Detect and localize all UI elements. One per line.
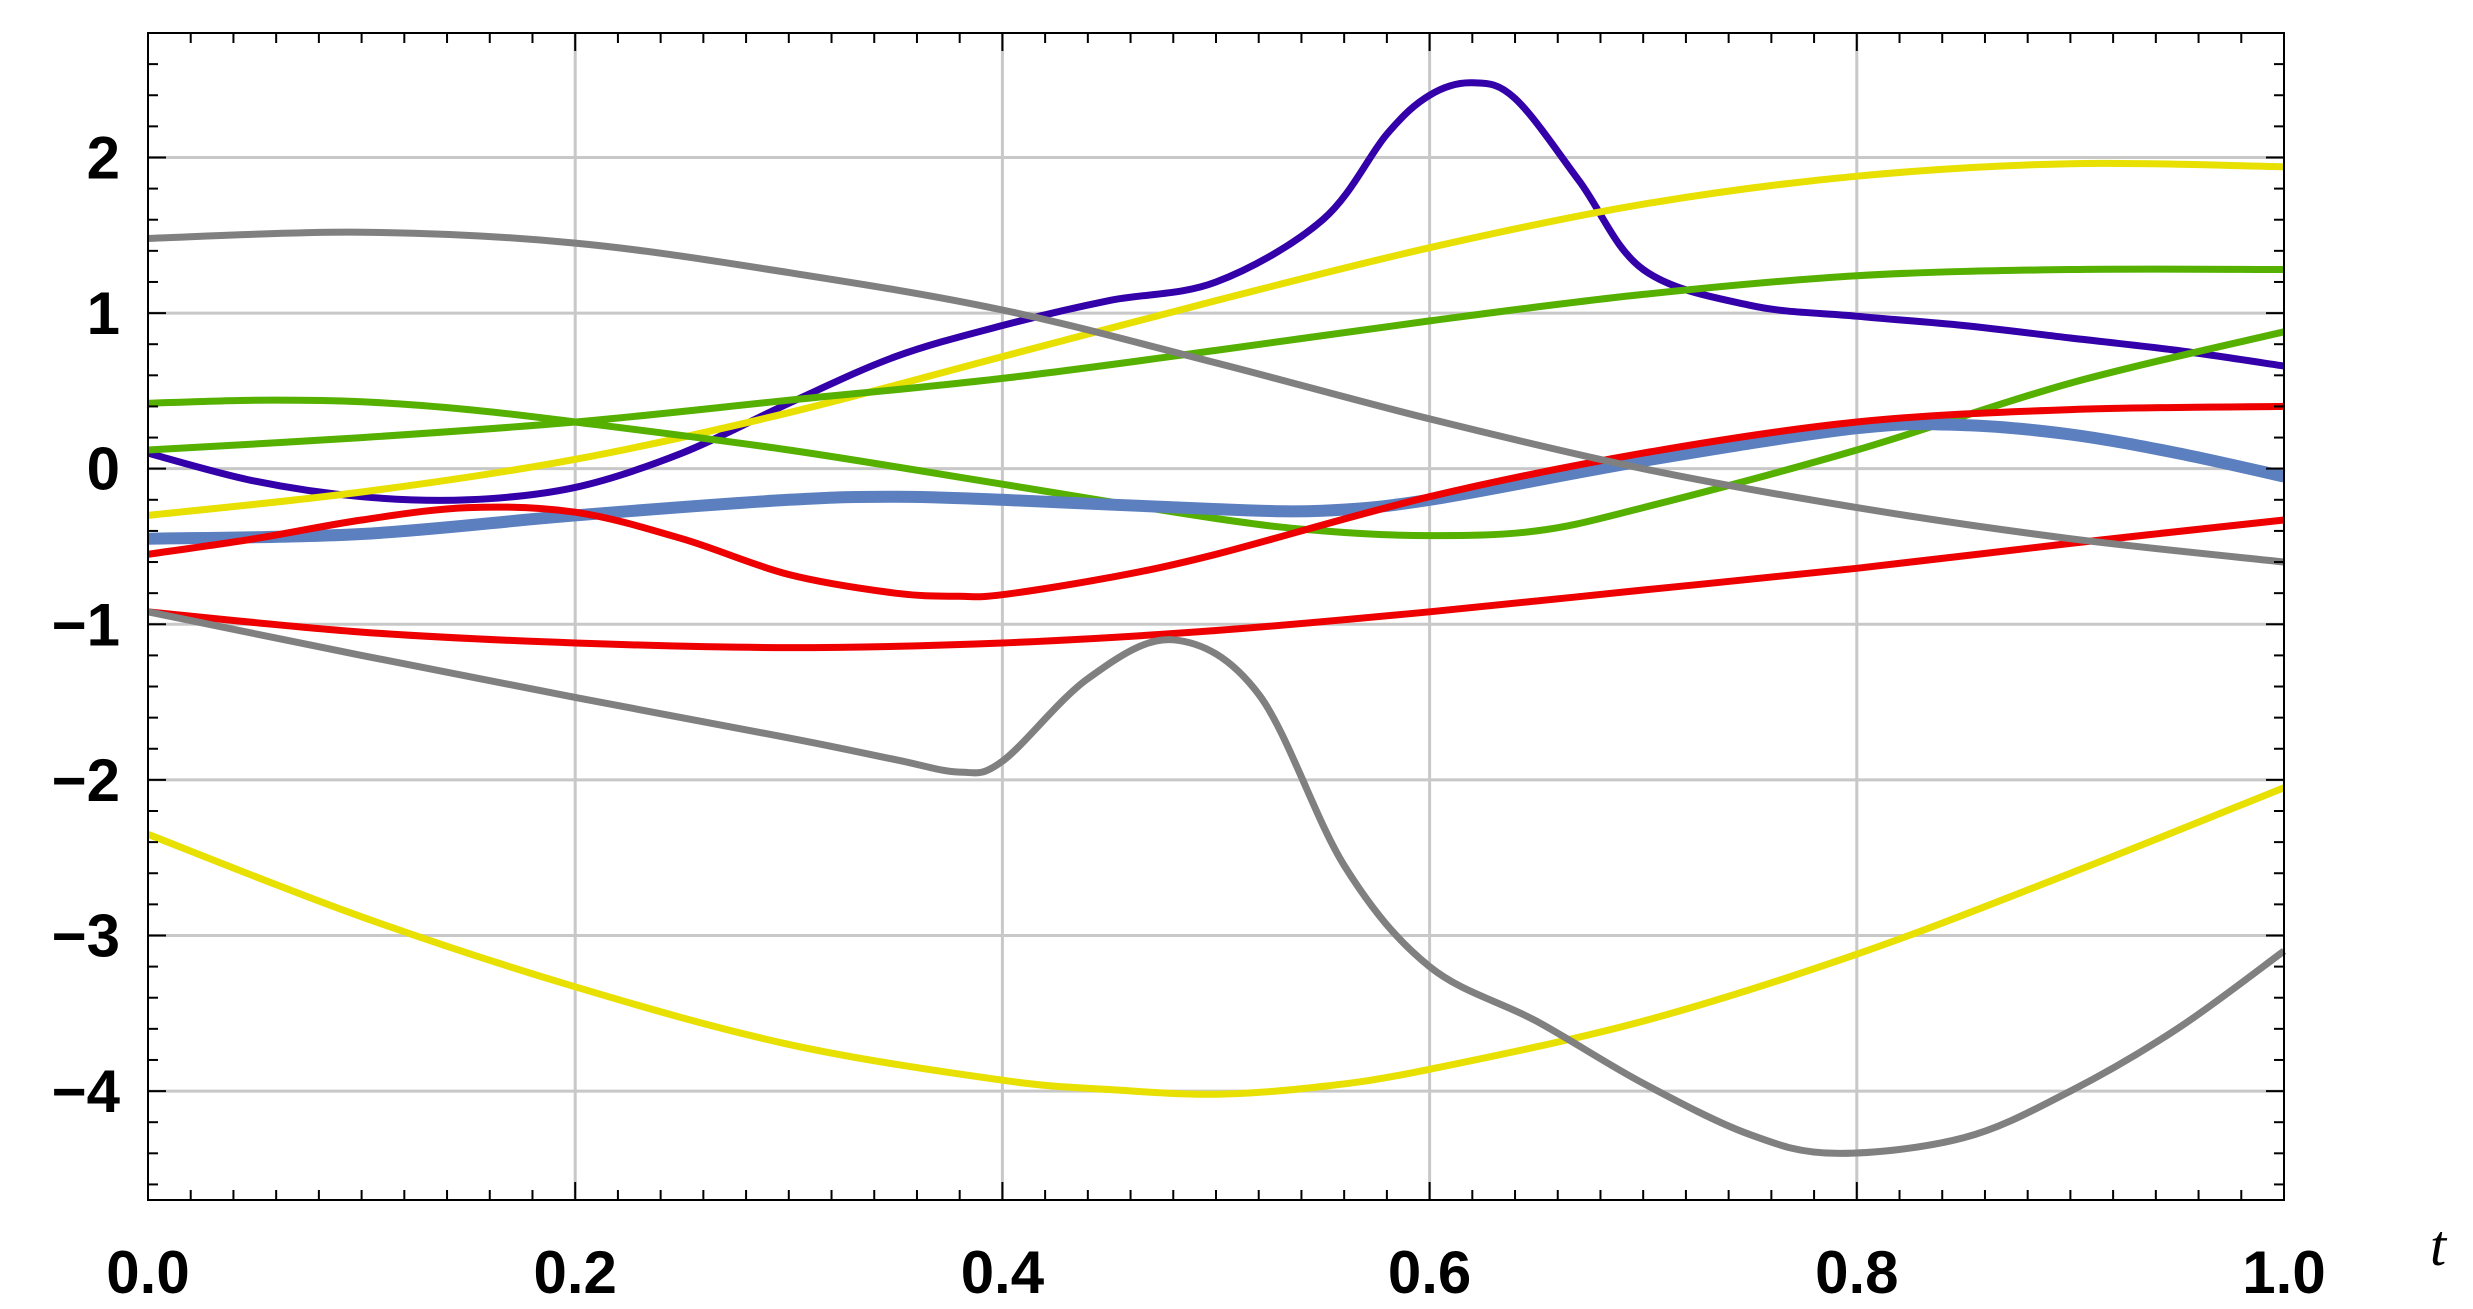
x-axis-label: t [2430, 1213, 2448, 1278]
series-line-3 [146, 784, 2286, 1098]
series-line-10 [147, 608, 2287, 1157]
x-tick-label: 0.2 [533, 1239, 616, 1306]
y-tick-label: 1 [87, 280, 120, 347]
x-tick-label: 1.0 [2242, 1239, 2325, 1306]
label-layer: 0.0 0.2 0.4 0.6 0.8 1.0 −4 −3 −2 −1 0 1 2 [52, 124, 2326, 1306]
series-line-9 [147, 228, 2285, 566]
y-tick-label: −3 [52, 902, 120, 969]
x-tick-label: 0.4 [961, 1239, 1045, 1306]
plot-frame [147, 32, 2285, 1201]
grid-layer [148, 33, 2284, 1200]
x-tick-label: 0.8 [1815, 1239, 1898, 1306]
y-tick-label: −2 [52, 747, 120, 814]
y-tick-label: −4 [52, 1058, 121, 1125]
y-tick-label: 0 [87, 436, 120, 503]
series-line-7 [147, 402, 2285, 601]
y-tick-label: 2 [87, 124, 120, 191]
series-layer [146, 79, 2287, 1157]
series-line-4 [147, 265, 2285, 454]
series-line-8 [147, 516, 2285, 652]
series-line-5 [147, 328, 2285, 540]
x-tick-label: 0.6 [1388, 1239, 1471, 1306]
series-line-1 [147, 79, 2285, 504]
tick-layer [147, 33, 2285, 1200]
y-tick-label: −1 [52, 591, 120, 658]
series-line-2 [147, 159, 2285, 519]
x-tick-label: 0.0 [106, 1239, 189, 1306]
